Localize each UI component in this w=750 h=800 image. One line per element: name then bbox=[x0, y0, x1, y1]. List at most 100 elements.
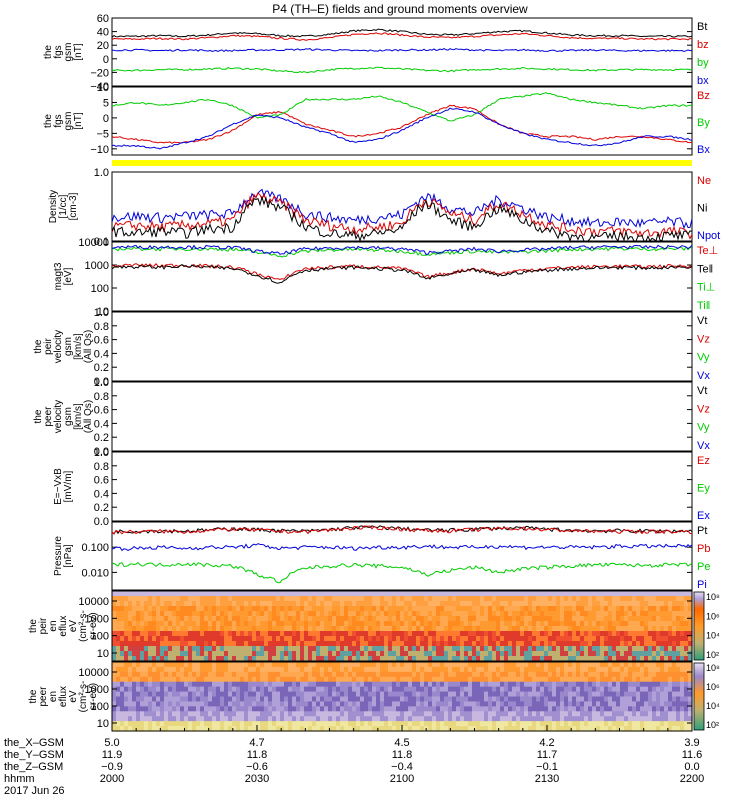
spectrogram-cell bbox=[384, 686, 389, 693]
spectrogram-cell bbox=[112, 671, 117, 678]
spectrogram-cell bbox=[596, 641, 601, 647]
spectrogram-cell bbox=[476, 676, 481, 683]
spectrogram-cell bbox=[496, 631, 501, 637]
spectrogram-cell bbox=[588, 721, 593, 727]
spectrogram-cell bbox=[436, 596, 441, 602]
spectrogram-cell bbox=[268, 646, 273, 652]
spectrogram-cell bbox=[664, 606, 669, 612]
spectrogram-cell bbox=[500, 611, 505, 617]
spectrogram-cell bbox=[328, 611, 333, 617]
spectrogram-cell bbox=[496, 606, 501, 612]
spectrogram-cell bbox=[444, 711, 449, 717]
spectrogram-cell bbox=[372, 691, 377, 698]
spectrogram-cell bbox=[136, 656, 141, 662]
spectrogram-cell bbox=[184, 596, 189, 602]
spectrogram-cell bbox=[260, 656, 265, 662]
spectrogram-cell bbox=[248, 711, 253, 717]
spectrogram-cell bbox=[544, 726, 549, 732]
spectrogram-cell bbox=[436, 651, 441, 657]
spectrogram-cell bbox=[644, 706, 649, 712]
spectrogram-cell bbox=[432, 596, 437, 602]
spectrogram-cell bbox=[136, 626, 141, 632]
spectrogram-cell bbox=[480, 591, 485, 597]
spectrogram-cell bbox=[364, 591, 369, 597]
spectrogram-cell bbox=[688, 696, 693, 703]
spectrogram-cell bbox=[500, 641, 505, 647]
spectrogram-cell bbox=[172, 601, 177, 607]
spectrogram-cell bbox=[524, 701, 529, 707]
spectrogram-cell bbox=[276, 601, 281, 607]
spectrogram-cell bbox=[308, 691, 313, 698]
spectrogram-cell bbox=[160, 611, 165, 617]
spectrogram-cell bbox=[636, 616, 641, 622]
spectrogram-cell bbox=[188, 606, 193, 612]
spectrogram-cell bbox=[132, 621, 137, 627]
spectrogram-cell bbox=[416, 626, 421, 632]
spectrogram-cell bbox=[356, 706, 361, 712]
spectrogram-cell bbox=[232, 711, 237, 717]
spectrogram-cell bbox=[236, 691, 241, 698]
spectrogram-cell bbox=[472, 666, 477, 673]
spectrogram-cell bbox=[616, 656, 621, 662]
spectrogram-cell bbox=[596, 651, 601, 657]
spectrogram-cell bbox=[200, 726, 205, 732]
spectrogram-cell bbox=[332, 631, 337, 637]
spectrogram-cell bbox=[664, 671, 669, 678]
spectrogram-cell bbox=[644, 601, 649, 607]
spectrogram-cell bbox=[564, 662, 569, 668]
spectrogram-cell bbox=[448, 676, 453, 683]
spectrogram-cell bbox=[124, 676, 129, 683]
spectrogram-cell bbox=[168, 601, 173, 607]
spectrogram-cell bbox=[224, 651, 229, 657]
spectrogram-cell bbox=[176, 636, 181, 642]
spectrogram-cell bbox=[356, 656, 361, 662]
spectrogram-cell bbox=[376, 696, 381, 703]
spectrogram-cell bbox=[212, 611, 217, 617]
spectrogram-cell bbox=[236, 681, 241, 688]
spectrogram-cell bbox=[608, 696, 613, 703]
spectrogram-cell bbox=[156, 711, 161, 717]
spectrogram-cell bbox=[552, 721, 557, 727]
spectrogram-cell bbox=[588, 726, 593, 732]
spectrogram-cell bbox=[120, 676, 125, 683]
spectrogram-cell bbox=[328, 596, 333, 602]
spectrogram-cell bbox=[176, 662, 181, 668]
spectrogram-cell bbox=[560, 662, 565, 668]
spectrogram-cell bbox=[476, 666, 481, 673]
spectrogram-cell bbox=[164, 601, 169, 607]
spectrogram-cell bbox=[488, 591, 493, 597]
spectrogram-cell bbox=[644, 716, 649, 722]
spectrogram-cell bbox=[288, 726, 293, 732]
spectrogram-cell bbox=[432, 696, 437, 703]
spectrogram-cell bbox=[492, 611, 497, 617]
spectrogram-cell bbox=[524, 721, 529, 727]
spectrogram-cell bbox=[460, 636, 465, 642]
spectrogram-cell bbox=[508, 671, 513, 678]
spectrogram-cell bbox=[336, 662, 341, 668]
spectrogram-cell bbox=[356, 696, 361, 703]
spectrogram-cell bbox=[168, 596, 173, 602]
spectrogram-cell bbox=[684, 601, 689, 607]
spectrogram-cell bbox=[320, 716, 325, 722]
spectrogram-cell bbox=[680, 626, 685, 632]
spectrogram-cell bbox=[140, 686, 145, 693]
spectrogram-cell bbox=[608, 626, 613, 632]
spectrogram-cell bbox=[240, 681, 245, 688]
spectrogram-cell bbox=[568, 711, 573, 717]
spectrogram-cell bbox=[588, 631, 593, 637]
spectrogram-cell bbox=[348, 726, 353, 732]
spectrogram-cell bbox=[200, 626, 205, 632]
spectrogram-cell bbox=[660, 662, 665, 668]
spectrogram-cell bbox=[584, 596, 589, 602]
spectrogram-cell bbox=[540, 641, 545, 647]
spectrogram-cell bbox=[604, 696, 609, 703]
spectrogram-cell bbox=[312, 686, 317, 693]
spectrogram-cell bbox=[272, 662, 277, 668]
spectrogram-cell bbox=[564, 616, 569, 622]
spectrogram-cell bbox=[540, 721, 545, 727]
spectrogram-cell bbox=[260, 631, 265, 637]
spectrogram-cell bbox=[232, 696, 237, 703]
spectrogram-cell bbox=[284, 596, 289, 602]
spectrogram-cell bbox=[344, 616, 349, 622]
spectrogram-cell bbox=[576, 696, 581, 703]
